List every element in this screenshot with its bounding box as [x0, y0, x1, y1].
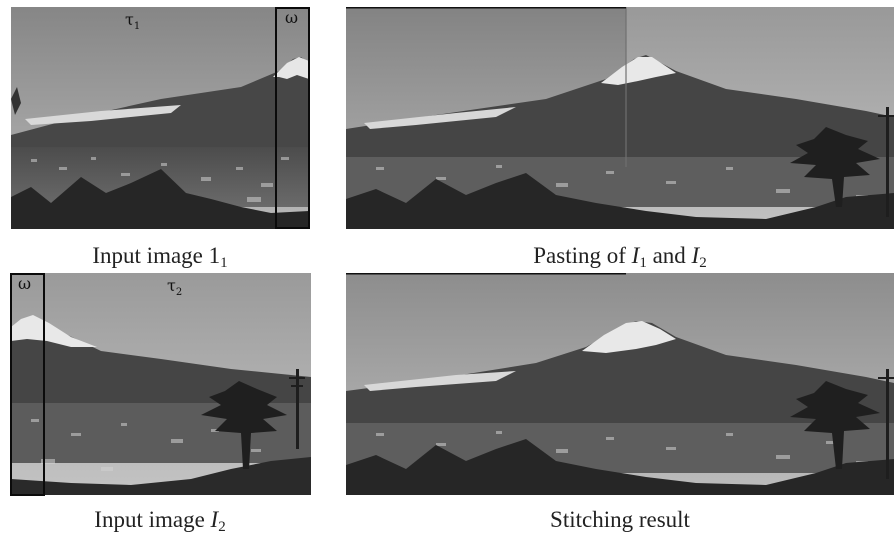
omega-symbol-1: ω: [285, 8, 299, 27]
caption-input-image-2-text: Input image: [94, 507, 211, 532]
caption-pasting-pre: Pasting of: [533, 243, 632, 268]
overlap-label-omega-1: ω: [285, 8, 298, 27]
caption-pasting-sub-a: 1: [639, 255, 647, 271]
input-image-1: [11, 7, 309, 229]
tau-sub-2: 2: [175, 287, 183, 299]
pasting-image-photo: [346, 7, 894, 229]
caption-pasting-sub-b: 2: [699, 255, 707, 271]
region-label-tau-1: τ1: [125, 10, 140, 32]
caption-pasting-var-a: I: [631, 243, 640, 268]
tau-symbol-2: τ: [167, 276, 176, 295]
overlap-region-box-1: [275, 7, 310, 229]
region-label-tau-2: τ2: [167, 276, 182, 298]
overlap-region-box-2: [10, 273, 45, 496]
caption-pasting: Pasting of I1 and I2: [430, 243, 810, 271]
omega-symbol-2: ω: [18, 274, 32, 293]
tau-symbol-1: τ: [125, 10, 134, 29]
caption-input-image-1: Input image 11: [11, 243, 309, 271]
caption-pasting-mid: and: [646, 243, 692, 268]
caption-pasting-var-b: I: [691, 243, 700, 268]
caption-input-image-2-var: I: [210, 507, 219, 532]
tau-sub-1: 1: [133, 21, 141, 33]
overlap-label-omega-2: ω: [18, 274, 31, 293]
stitching-result-photo: [346, 273, 894, 495]
pasting-image: [346, 7, 894, 229]
input-image-2-photo: [11, 273, 311, 495]
caption-input-image-2-sub: 2: [218, 519, 226, 535]
caption-input-image-1-text: Input image: [92, 243, 209, 268]
caption-stitching-result-text: Stitching result: [550, 507, 690, 532]
input-image-1-photo: [11, 7, 309, 229]
input-image-2: [11, 273, 311, 495]
caption-input-image-1-number: 1: [208, 243, 221, 268]
caption-input-image-2: Input image I2: [11, 507, 309, 535]
caption-stitching-result: Stitching result: [430, 507, 810, 533]
stitching-result-image: [346, 273, 894, 495]
caption-input-image-1-sub: 1: [220, 255, 228, 271]
